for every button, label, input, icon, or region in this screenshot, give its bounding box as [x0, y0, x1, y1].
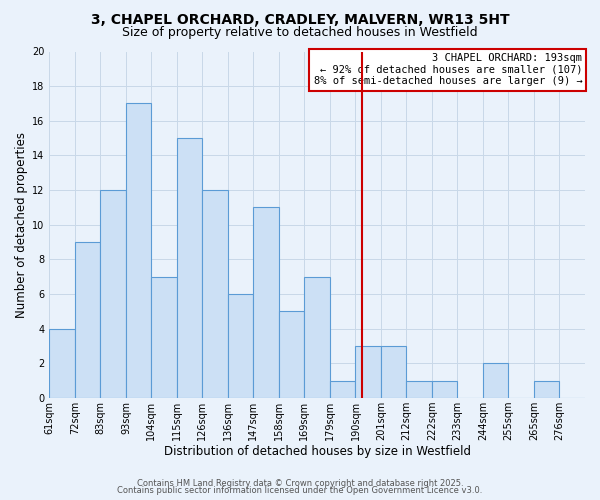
Text: 3, CHAPEL ORCHARD, CRADLEY, MALVERN, WR13 5HT: 3, CHAPEL ORCHARD, CRADLEY, MALVERN, WR1… [91, 12, 509, 26]
Text: 3 CHAPEL ORCHARD: 193sqm
← 92% of detached houses are smaller (107)
8% of semi-d: 3 CHAPEL ORCHARD: 193sqm ← 92% of detach… [314, 53, 583, 86]
Bar [279, 312, 304, 398]
Bar [126, 104, 151, 398]
Bar [534, 380, 559, 398]
Y-axis label: Number of detached properties: Number of detached properties [15, 132, 28, 318]
Bar [483, 364, 508, 398]
Bar [100, 190, 126, 398]
Bar [330, 380, 355, 398]
X-axis label: Distribution of detached houses by size in Westfield: Distribution of detached houses by size … [164, 444, 471, 458]
Bar [151, 277, 177, 398]
Bar [432, 380, 457, 398]
Bar [75, 242, 100, 398]
Text: Contains public sector information licensed under the Open Government Licence v3: Contains public sector information licen… [118, 486, 482, 495]
Bar [177, 138, 202, 398]
Bar [381, 346, 406, 398]
Bar [202, 190, 228, 398]
Text: Size of property relative to detached houses in Westfield: Size of property relative to detached ho… [122, 26, 478, 39]
Bar [228, 294, 253, 398]
Bar [304, 277, 330, 398]
Bar [253, 208, 279, 398]
Bar [355, 346, 381, 398]
Bar [406, 380, 432, 398]
Text: Contains HM Land Registry data © Crown copyright and database right 2025.: Contains HM Land Registry data © Crown c… [137, 478, 463, 488]
Bar [49, 328, 75, 398]
